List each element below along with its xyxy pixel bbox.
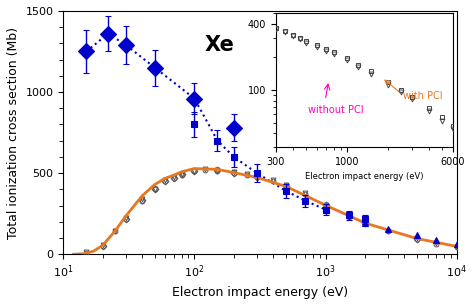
Text: Xe: Xe	[205, 35, 235, 55]
X-axis label: Electron impact energy (eV): Electron impact energy (eV)	[172, 286, 348, 299]
Y-axis label: Total ionization cross section (Mb): Total ionization cross section (Mb)	[7, 27, 20, 239]
